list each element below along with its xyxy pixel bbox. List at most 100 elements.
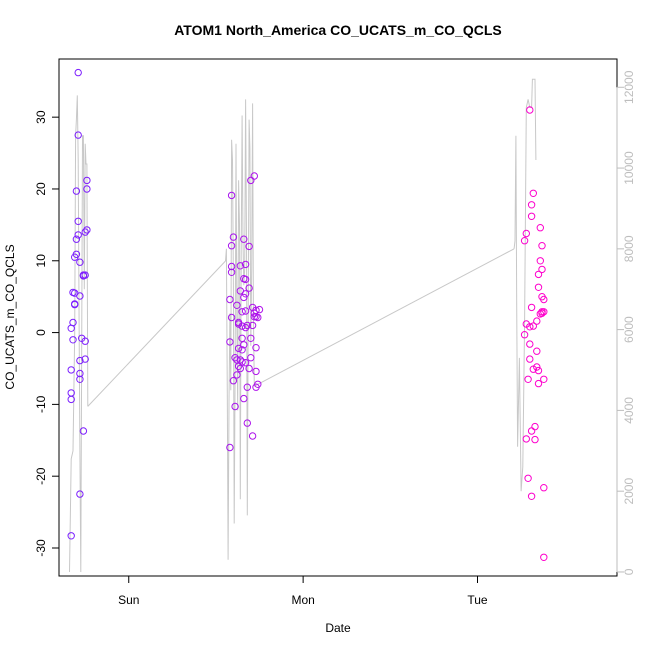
data-point [527,427,536,435]
data-point [243,321,252,330]
data-point [540,484,548,492]
data-point [231,402,239,411]
data-point [67,532,75,540]
data-point [76,369,84,378]
data-point [240,394,248,403]
data-point [540,308,548,316]
data-point [227,242,236,250]
data-point [72,235,81,243]
data-point [240,235,248,243]
data-point [248,432,257,440]
y-tick-label: 0 [34,329,48,336]
data-point [524,474,532,482]
data-point [531,422,539,431]
data-point [522,435,530,443]
y2-tick-label: 12000 [622,70,636,104]
data-point [74,217,82,226]
data-point [540,295,548,304]
data-point [533,363,541,371]
data-point [69,336,77,344]
data-point [252,344,260,352]
data-point [238,308,246,316]
data-point [534,283,543,291]
data-point [243,419,252,427]
data-point [252,367,260,376]
data-point [241,260,250,269]
data-point [238,358,246,366]
data-point [76,375,84,383]
data-point [245,364,253,373]
data-point [233,371,241,379]
y-tick-label: 30 [34,110,48,124]
x-tick-label: Mon [291,593,314,607]
data-point [67,366,75,374]
data-point [76,292,84,300]
y-tick-label: -30 [34,539,48,557]
data-point [74,231,82,239]
data-point [226,338,234,346]
data-point [248,321,257,330]
data-point [229,233,238,241]
data-point [241,290,250,298]
line-segment-tue [513,78,537,492]
data-point [533,347,541,355]
data-point [69,318,77,327]
line-segment-mon [225,99,255,560]
data-point [538,309,546,317]
data-point [227,268,236,276]
data-point [524,375,532,383]
x-axis-label: Date [325,621,351,635]
data-point [83,185,91,193]
data-point [247,334,255,342]
y2-tick-label: 2000 [622,478,636,505]
y-tick-label: -20 [34,467,48,485]
line-segment-mon-to-tue [254,248,515,387]
data-point [76,258,84,266]
data-point [538,265,546,274]
x-tick-label: Sun [118,593,139,607]
data-point [527,492,536,500]
data-point [241,323,250,332]
data-point [240,293,248,302]
data-point [238,322,246,330]
data-point [536,224,544,232]
data-point [520,331,529,339]
data-point [83,226,91,234]
data-point [83,176,91,185]
data-point [74,68,82,77]
y-axis-right: 0 2000 4000 6000 8000 10000 12000 [616,70,636,575]
data-point [79,427,88,435]
data-point [241,275,250,284]
data-point [529,189,537,198]
y-axis-label: CO_UCATS_m_CO_QCLS [3,244,17,389]
y-axis-left: -30 -20 -10 0 10 20 30 [34,110,60,557]
data-point [247,354,255,362]
y2-tick-label: 0 [622,568,636,575]
data-point [254,380,262,388]
data-point [71,300,79,308]
data-point [534,270,543,279]
data-point [255,305,264,314]
data-point [526,106,534,114]
data-point [81,271,89,279]
data-point [538,242,546,250]
data-point [226,295,234,304]
y2-tick-label: 8000 [622,235,636,262]
data-point [527,212,536,221]
x-tick-label: Tue [467,593,488,607]
data-point [527,201,536,209]
data-point [240,341,248,349]
data-point [67,389,75,397]
y2-tick-label: 4000 [622,397,636,424]
data-point [241,307,250,315]
x-axis: Sun Mon Tue [118,575,488,607]
data-point [238,346,246,354]
line-segment-sun [69,95,89,573]
data-point [227,191,236,200]
data-point [526,340,534,348]
data-point [245,242,253,251]
data-point [254,313,262,322]
data-point [72,250,81,259]
data-point [243,383,252,391]
data-point [81,337,89,345]
